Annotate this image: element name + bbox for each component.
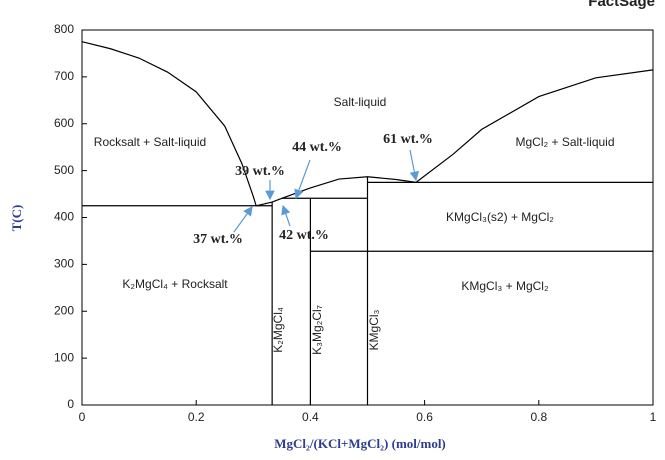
annotation-arrow [409, 149, 420, 182]
y-tick-label: 0 [67, 397, 74, 411]
annotation: 44 wt.% [292, 140, 342, 155]
annotation: 61 wt.% [383, 132, 433, 147]
compound-label: K₂MgCl₄ [271, 307, 285, 353]
x-tick-label: 0.8 [530, 410, 547, 424]
chart-title: FactSage [588, 0, 655, 10]
phase-boundary [281, 176, 417, 199]
annotation-arrow [294, 159, 311, 200]
y-tick-label: 200 [54, 303, 74, 317]
phase-boundary [256, 197, 283, 207]
x-tick-label: 0.2 [188, 410, 205, 424]
y-tick-label: 700 [54, 69, 74, 83]
x-tick-label: 0.4 [302, 410, 319, 424]
annotation: 42 wt.% [279, 228, 329, 243]
phase-boundary [415, 69, 654, 183]
annotation: 39 wt.% [235, 164, 285, 179]
annotation-arrow [233, 206, 253, 233]
region-label: KMgCl₃ + MgCl₂ [461, 279, 549, 293]
compound-label: KMgCl₃ [367, 309, 381, 350]
annotation-arrow [281, 204, 291, 227]
region-label: Rocksalt + Salt-liquid [94, 135, 206, 149]
region-label: KMgCl₃(s2) + MgCl₂ [446, 210, 554, 224]
x-axis-label: MgCl₂/(KCl+MgCl₂) (mol/mol) [274, 436, 446, 451]
y-tick-label: 800 [54, 22, 74, 36]
compound-label: K₃Mg₂Cl₇ [310, 305, 324, 355]
y-tick-label: 500 [54, 163, 74, 177]
region-label: MgCl₂ + Salt-liquid [515, 135, 614, 149]
x-tick-label: 1 [650, 410, 657, 424]
annotation: 37 wt.% [193, 232, 243, 247]
y-tick-label: 300 [54, 257, 74, 271]
y-tick-label: 400 [54, 210, 74, 224]
y-tick-label: 600 [54, 116, 74, 130]
y-tick-label: 100 [54, 350, 74, 364]
region-label: K₂MgCl₄ + Rocksalt [122, 277, 228, 291]
x-tick-label: 0 [79, 410, 86, 424]
y-axis-label: T(C) [9, 205, 24, 232]
x-tick-label: 0.6 [416, 410, 433, 424]
region-label: Salt-liquid [334, 95, 387, 109]
phase-boundary [81, 41, 257, 206]
